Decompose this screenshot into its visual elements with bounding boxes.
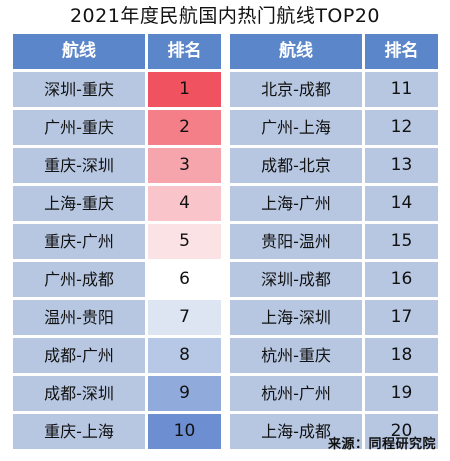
route-cell: 重庆-上海	[13, 414, 145, 449]
table-row: 深圳-重庆 1	[13, 72, 221, 107]
route-cell: 上海-成都	[230, 414, 362, 449]
rank-cell: 15	[365, 224, 438, 259]
route-cell: 上海-深圳	[230, 300, 362, 335]
route-cell: 广州-重庆	[13, 110, 145, 145]
ranking-table-right: 航线 排名 北京-成都 11 广州-上海 12 成都-北京 13 上海-广州 14 贵阳-温州 1…	[230, 34, 438, 452]
rank-cell: 17	[365, 300, 438, 335]
route-cell: 上海-重庆	[13, 186, 145, 221]
rank-cell: 20	[365, 414, 438, 449]
route-cell: 深圳-重庆	[13, 72, 145, 107]
rank-cell: 19	[365, 376, 438, 411]
table-row: 成都-深圳 9	[13, 376, 221, 411]
route-cell: 温州-贵阳	[13, 300, 145, 335]
rank-cell: 8	[148, 338, 221, 373]
route-cell: 深圳-成都	[230, 262, 362, 297]
header-route: 航线	[230, 34, 362, 69]
rank-cell: 3	[148, 148, 221, 183]
table-row: 杭州-广州 19	[230, 376, 438, 411]
table-row: 重庆-广州 5	[13, 224, 221, 259]
rank-cell: 16	[365, 262, 438, 297]
rank-cell: 13	[365, 148, 438, 183]
rank-cell: 2	[148, 110, 221, 145]
route-cell: 重庆-深圳	[13, 148, 145, 183]
table-row: 北京-成都 11	[230, 72, 438, 107]
table-row: 成都-广州 8	[13, 338, 221, 373]
table-row: 深圳-成都 16	[230, 262, 438, 297]
route-cell: 杭州-广州	[230, 376, 362, 411]
table-row: 上海-深圳 17	[230, 300, 438, 335]
table-row: 上海-重庆 4	[13, 186, 221, 221]
route-cell: 广州-上海	[230, 110, 362, 145]
table-row: 温州-贵阳 7	[13, 300, 221, 335]
rank-cell: 10	[148, 414, 221, 449]
route-cell: 成都-广州	[13, 338, 145, 373]
rank-cell: 6	[148, 262, 221, 297]
source-note: 来源：同程研究院	[327, 437, 436, 452]
table-row: 上海-成都 20	[230, 414, 438, 449]
table-header: 航线 排名	[230, 34, 438, 69]
header-rank: 排名	[148, 34, 221, 69]
route-cell: 北京-成都	[230, 72, 362, 107]
header-rank: 排名	[365, 34, 438, 69]
table-row: 杭州-重庆 18	[230, 338, 438, 373]
table-row: 重庆-上海 10	[13, 414, 221, 449]
route-cell: 成都-北京	[230, 148, 362, 183]
route-cell: 杭州-重庆	[230, 338, 362, 373]
table-row: 广州-重庆 2	[13, 110, 221, 145]
rank-cell: 14	[365, 186, 438, 221]
rank-cell: 12	[365, 110, 438, 145]
rank-cell: 4	[148, 186, 221, 221]
table-row: 重庆-深圳 3	[13, 148, 221, 183]
table-row: 成都-北京 13	[230, 148, 438, 183]
chart-title: 2021年度民航国内热门航线TOP20	[69, 5, 381, 27]
rank-cell: 11	[365, 72, 438, 107]
route-cell: 重庆-广州	[13, 224, 145, 259]
ranking-table-left: 航线 排名 深圳-重庆 1 广州-重庆 2 重庆-深圳 3 上海-重庆 4 重庆-广州 5 广州-成…	[13, 34, 221, 452]
rank-cell: 7	[148, 300, 221, 335]
table-row: 广州-成都 6	[13, 262, 221, 297]
route-cell: 成都-深圳	[13, 376, 145, 411]
header-route: 航线	[13, 34, 145, 69]
route-cell: 贵阳-温州	[230, 224, 362, 259]
route-cell: 上海-广州	[230, 186, 362, 221]
table-row: 广州-上海 12	[230, 110, 438, 145]
route-cell: 广州-成都	[13, 262, 145, 297]
rank-cell: 1	[148, 72, 221, 107]
table-header: 航线 排名	[13, 34, 221, 69]
table-row: 贵阳-温州 15	[230, 224, 438, 259]
rank-cell: 9	[148, 376, 221, 411]
rank-cell: 5	[148, 224, 221, 259]
table-row: 上海-广州 14	[230, 186, 438, 221]
rank-cell: 18	[365, 338, 438, 373]
